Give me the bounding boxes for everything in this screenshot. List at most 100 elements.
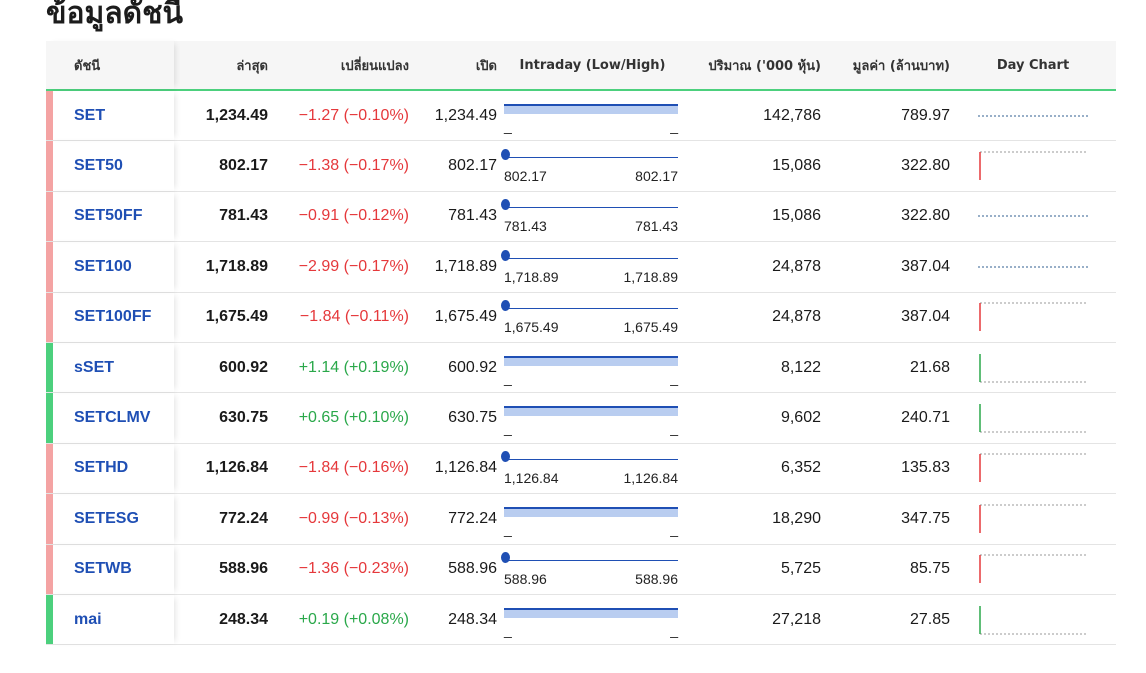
- table-row[interactable]: SET50FF 781.43 −0.91 (−0.12%) 781.43 781…: [46, 191, 1116, 243]
- intraday-high: 1,126.84: [623, 470, 679, 487]
- table-row[interactable]: SET 1,234.49 −1.27 (−0.10%) 1,234.49 _ _…: [46, 91, 1116, 142]
- trend-indicator: [46, 342, 53, 393]
- value: 27.85: [909, 610, 950, 628]
- price-change: +0.65 (+0.10%): [298, 409, 409, 427]
- intraday-high: 1,675.49: [623, 319, 679, 336]
- intraday-range-fill: [504, 408, 678, 417]
- index-symbol-link[interactable]: SET100: [74, 257, 132, 275]
- day-chart-sparkline: [979, 504, 1088, 533]
- intraday-low: _: [504, 369, 512, 386]
- intraday-range: _ _: [504, 96, 678, 136]
- index-symbol-link[interactable]: SETHD: [74, 459, 129, 477]
- intraday-range: 802.17 802.17: [501, 146, 678, 186]
- intraday-low: 1,718.89: [504, 268, 559, 285]
- volume: 24,878: [772, 257, 821, 275]
- price-change: −1.36 (−0.23%): [298, 560, 409, 578]
- open-price: 588.96: [448, 560, 497, 578]
- table-row[interactable]: SET100FF 1,675.49 −1.84 (−0.11%) 1,675.4…: [46, 292, 1116, 343]
- index-symbol-link[interactable]: mai: [74, 610, 102, 628]
- header-intraday[interactable]: Intraday (Low/High): [519, 57, 666, 73]
- intraday-range: _ _: [504, 398, 678, 438]
- intraday-range: 588.96 588.96: [501, 549, 678, 589]
- price-change: −1.84 (−0.11%): [299, 308, 409, 326]
- intraday-low: _: [504, 420, 512, 437]
- volume: 24,878: [772, 308, 821, 326]
- intraday-range: _ _: [504, 348, 678, 388]
- day-chart-sparkline: [978, 115, 1088, 117]
- intraday-range-line: [504, 355, 678, 358]
- volume: 8,122: [780, 358, 821, 376]
- intraday-low: 802.17: [504, 168, 547, 185]
- price-change: −1.27 (−0.10%): [298, 106, 409, 124]
- index-symbol-link[interactable]: SET50FF: [74, 207, 143, 225]
- value: 789.97: [901, 106, 950, 124]
- volume: 15,086: [772, 157, 821, 175]
- index-symbol-link[interactable]: SET50: [74, 157, 123, 175]
- trend-indicator: [46, 494, 53, 544]
- header-index[interactable]: ดัชนี: [46, 41, 174, 89]
- price-change: −2.99 (−0.17%): [298, 257, 409, 275]
- price-change: −0.99 (−0.13%): [298, 509, 409, 527]
- value: 322.80: [901, 207, 950, 225]
- index-symbol-link[interactable]: SETESG: [74, 509, 139, 527]
- header-open[interactable]: เปิด: [475, 58, 497, 74]
- index-symbol-link[interactable]: sSET: [74, 358, 115, 376]
- header-last[interactable]: ล่าสุด: [236, 58, 268, 74]
- volume: 27,218: [772, 610, 821, 628]
- table-row[interactable]: SETESG 772.24 −0.99 (−0.13%) 772.24 _ _ …: [46, 494, 1116, 545]
- table-row[interactable]: sSET 600.92 +1.14 (+0.19%) 600.92 _ _ 8,…: [46, 342, 1116, 394]
- day-chart-sparkline: [978, 266, 1088, 268]
- intraday-range-fill: [504, 508, 678, 517]
- intraday-range-line: [504, 157, 678, 159]
- last-price: 600.92: [219, 358, 268, 376]
- last-price: 1,675.49: [205, 308, 268, 326]
- index-symbol-link[interactable]: SETCLMV: [74, 409, 151, 427]
- trend-indicator: [46, 292, 53, 342]
- value: 85.75: [909, 560, 950, 578]
- trend-indicator: [46, 191, 53, 242]
- last-price: 802.17: [219, 157, 268, 175]
- header-day-chart: Day Chart: [996, 57, 1070, 73]
- header-change[interactable]: เปลี่ยนแปลง: [340, 58, 409, 74]
- last-price: 1,126.84: [205, 459, 268, 477]
- trend-indicator: [46, 393, 53, 443]
- price-change: −1.38 (−0.17%): [298, 157, 409, 175]
- volume: 15,086: [772, 207, 821, 225]
- intraday-range-line: [504, 257, 678, 259]
- last-price: 1,234.49: [205, 106, 268, 124]
- open-price: 781.43: [448, 207, 497, 225]
- index-name-cell: SET50FF: [46, 192, 174, 241]
- intraday-low: _: [504, 520, 512, 537]
- index-name-cell: SETCLMV: [46, 393, 174, 442]
- intraday-low: 588.96: [504, 571, 547, 588]
- table-row[interactable]: SETWB 588.96 −1.36 (−0.23%) 588.96 588.9…: [46, 544, 1116, 595]
- open-price: 248.34: [448, 610, 497, 628]
- table-row[interactable]: SET100 1,718.89 −2.99 (−0.17%) 1,718.89 …: [46, 242, 1116, 293]
- index-symbol-link[interactable]: SET100FF: [74, 308, 152, 326]
- page-title: ข้อมูลดัชนี: [46, 0, 184, 31]
- value: 21.68: [909, 358, 950, 376]
- header-value[interactable]: มูลค่า (ล้านบาท): [852, 58, 950, 74]
- table-row[interactable]: SET50 802.17 −1.38 (−0.17%) 802.17 802.1…: [46, 141, 1116, 192]
- index-symbol-link[interactable]: SETWB: [74, 560, 132, 578]
- intraday-low: _: [504, 621, 512, 638]
- intraday-range-line: [504, 607, 678, 610]
- open-price: 1,675.49: [434, 308, 497, 326]
- last-price: 781.43: [219, 207, 268, 225]
- table-row[interactable]: SETCLMV 630.75 +0.65 (+0.10%) 630.75 _ _…: [46, 393, 1116, 444]
- header-volume[interactable]: ปริมาณ ('000 หุ้น): [708, 58, 821, 74]
- intraday-range: _ _: [504, 600, 678, 640]
- last-price: 772.24: [219, 509, 268, 527]
- table-row[interactable]: SETHD 1,126.84 −1.84 (−0.16%) 1,126.84 1…: [46, 443, 1116, 495]
- intraday-marker: [501, 249, 510, 261]
- table-row[interactable]: mai 248.34 +0.19 (+0.08%) 248.34 _ _ 27,…: [46, 594, 1116, 646]
- open-price: 630.75: [448, 409, 497, 427]
- intraday-range-line: [504, 103, 678, 106]
- table-body: SET 1,234.49 −1.27 (−0.10%) 1,234.49 _ _…: [46, 91, 1116, 646]
- intraday-high: _: [670, 520, 678, 537]
- intraday-high: _: [670, 420, 678, 437]
- intraday-high: _: [670, 369, 678, 386]
- day-chart-sparkline: [979, 453, 1088, 483]
- day-chart-sparkline: [979, 151, 1088, 181]
- index-symbol-link[interactable]: SET: [74, 106, 106, 124]
